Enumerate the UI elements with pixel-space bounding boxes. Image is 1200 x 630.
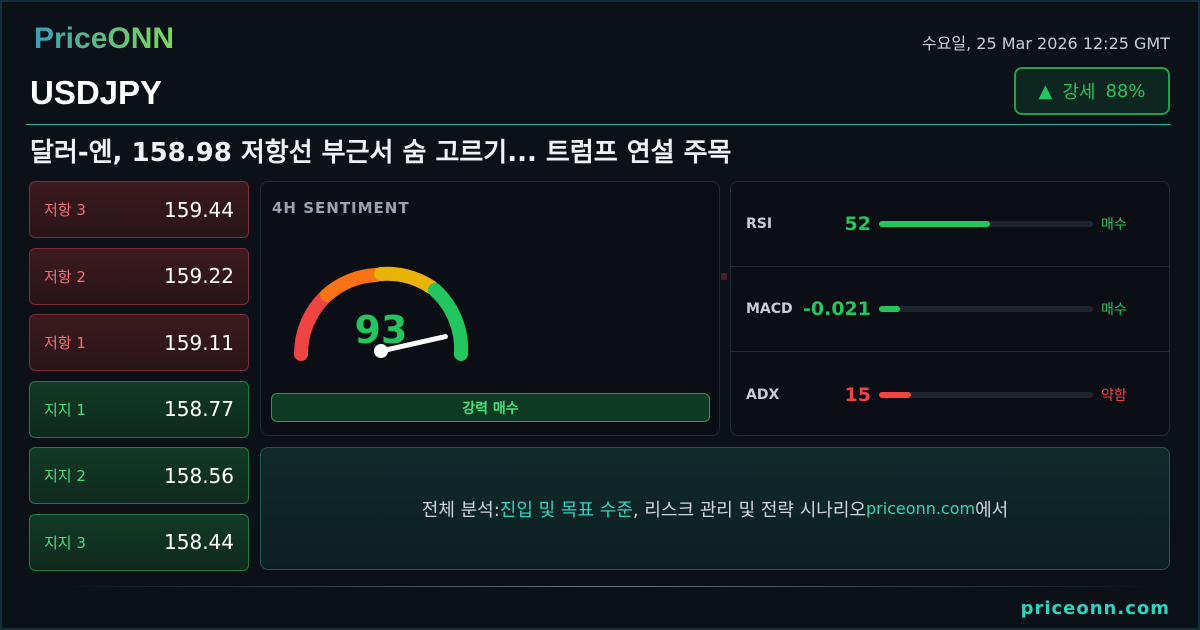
level-name: 저항 2 [44, 267, 86, 286]
level-name: 저항 3 [44, 201, 86, 219]
gauge-needle [378, 334, 448, 354]
level-name: 지지 3 [44, 533, 86, 552]
cta-suffix: 에서 [975, 499, 1009, 521]
sentiment-label: 강력 매수 [271, 393, 710, 422]
cta-middle: , 리스크 관리 및 전략 시나리오 [632, 499, 866, 521]
level-value: 159.22 [164, 264, 234, 288]
level-support-3: 지지 3 158.44 [29, 513, 249, 571]
level-resistance-1: 저항 1 159.11 [29, 314, 249, 371]
gauge-segment-red [293, 290, 332, 361]
gauge-segment-orange [320, 268, 383, 302]
footer-site: priceonn.com [1020, 598, 1170, 619]
symbol-title: USDJPY [30, 74, 163, 111]
indicator-bar-fill [879, 391, 912, 398]
gauge-hub [374, 344, 388, 358]
indicator-status: 매수 [1101, 302, 1127, 318]
level-value: 159.44 [164, 197, 234, 222]
gauge-segment-green [428, 283, 469, 361]
sentiment-gauge [293, 266, 469, 361]
sentiment-card: 4H SENTIMENT 93 강력 매수 [260, 181, 720, 436]
indicators-card: RSI 52 매수 MACD -0.021 매수 ADX 15 약함 [730, 181, 1170, 436]
level-name: 지지 2 [44, 467, 86, 485]
level-value: 158.56 [164, 463, 234, 488]
indicator-value: -0.021 [803, 298, 871, 320]
level-support-2: 지지 2 158.56 [29, 447, 249, 504]
gauge-segment-yellow [374, 266, 438, 294]
footer-divider [55, 586, 1155, 587]
sentiment-title: 4H SENTIMENT [272, 199, 410, 217]
analysis-link-banner[interactable]: 전체 분석: 진입 및 목표 수준, 리스크 관리 및 전략 시나리오 pric… [260, 447, 1170, 570]
levels-list: 저항 3 159.44 저항 2 159.22 저항 1 159.11 지지 1 158… [29, 181, 249, 580]
level-resistance-3: 저항 3 159.44 [29, 181, 249, 238]
level-resistance-2: 저항 2 159.22 [29, 247, 249, 305]
cta-site-link[interactable]: priceonn.com [865, 499, 976, 518]
indicator-rsi: RSI 52 매수 [731, 182, 1169, 267]
background-candle [721, 273, 727, 280]
indicator-bar-fill [879, 221, 991, 227]
indicator-adx: ADX 15 약함 [731, 352, 1169, 437]
logo: PriceONN [34, 22, 175, 55]
indicator-name: RSI [746, 216, 773, 232]
indicator-value: 52 [844, 213, 871, 235]
indicator-bar [879, 306, 1093, 312]
triangle-up-icon: ▲ [1038, 80, 1053, 102]
level-name: 저항 1 [44, 334, 86, 352]
level-value: 158.77 [164, 397, 234, 421]
level-name: 지지 1 [44, 400, 86, 419]
level-value: 159.11 [164, 330, 234, 355]
indicator-macd: MACD -0.021 매수 [731, 267, 1169, 352]
cta-prefix: 전체 분석: [421, 499, 500, 521]
indicator-bar [879, 391, 1093, 398]
indicator-value: 15 [844, 383, 871, 406]
indicator-status: 약함 [1101, 387, 1127, 404]
headline: 달러-엔, 158.98 저항선 부근서 숨 고르기... 트럼프 연설 주목 [30, 138, 732, 168]
indicator-bar-fill [879, 306, 901, 312]
level-value: 158.44 [164, 530, 234, 554]
datetime: 수요일, 25 Mar 2026 12:25 GMT [921, 34, 1170, 53]
indicator-name: MACD [746, 301, 793, 317]
indicator-bar [879, 221, 1093, 227]
trend-label: 강세 [1062, 82, 1096, 103]
trend-percent: 88% [1105, 80, 1146, 102]
level-support-1: 지지 1 158.77 [29, 380, 249, 438]
indicator-status: 매수 [1101, 217, 1127, 233]
indicator-name: ADX [746, 386, 780, 403]
cta-highlight: 진입 및 목표 수준 [499, 499, 633, 521]
divider [26, 124, 1171, 125]
sentiment-value: 93 [354, 308, 408, 352]
trend-badge: ▲ 강세 88% [1014, 67, 1170, 115]
